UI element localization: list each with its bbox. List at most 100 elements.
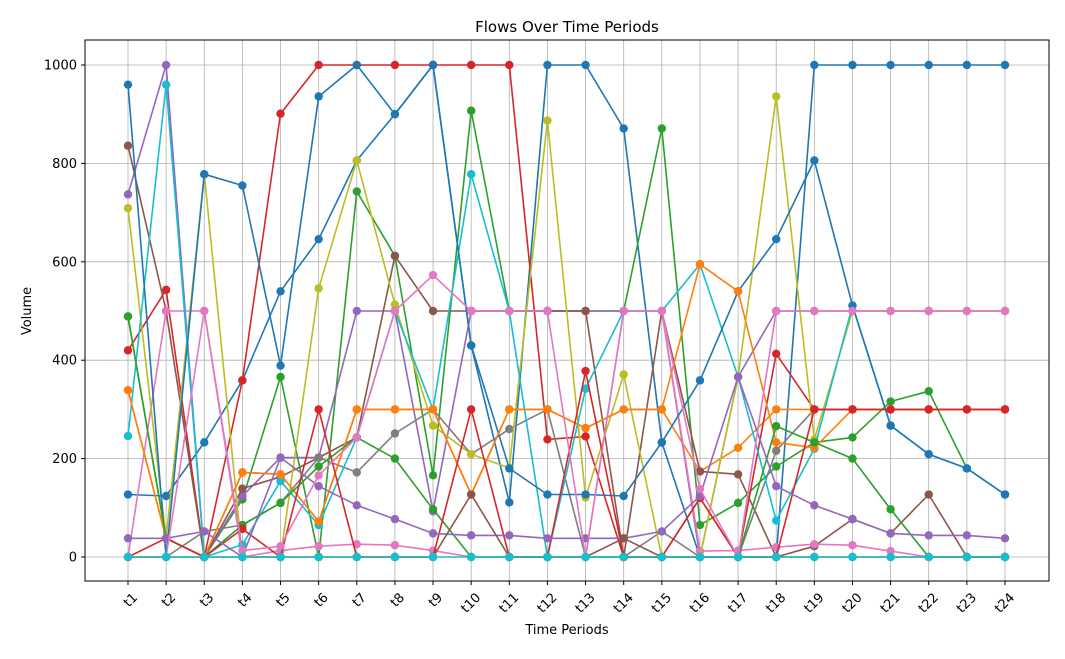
data-point [123, 312, 133, 321]
data-point [581, 366, 590, 376]
data-point [428, 60, 438, 70]
data-point [200, 306, 209, 316]
data-point [276, 470, 285, 479]
data-point [466, 405, 476, 414]
data-point [886, 306, 895, 316]
data-point [505, 424, 514, 434]
data-point [314, 462, 323, 471]
data-point [848, 514, 857, 524]
data-point [238, 376, 247, 385]
series-line [127, 145, 1005, 558]
data-point [695, 376, 705, 385]
data-point [962, 464, 972, 473]
plot-frame [84, 39, 1050, 582]
data-point [619, 124, 628, 133]
data-point [810, 405, 819, 414]
x-tick-label: t15 [649, 590, 675, 616]
data-point [848, 405, 857, 414]
data-point [466, 170, 476, 179]
data-point [276, 541, 285, 551]
data-point [1000, 534, 1010, 543]
y-tick-label: 800 [52, 157, 77, 172]
series-6 [123, 141, 1010, 562]
data-point [962, 60, 972, 70]
data-point [772, 421, 781, 431]
data-point [886, 60, 895, 70]
data-point [657, 552, 667, 562]
data-point [772, 462, 781, 471]
data-point [276, 372, 285, 382]
data-point [1000, 490, 1010, 499]
data-point [772, 349, 781, 359]
data-point [123, 386, 133, 395]
data-point [505, 498, 514, 507]
data-point [962, 405, 972, 414]
x-tick-label: t7 [350, 590, 370, 610]
data-point [352, 433, 361, 442]
data-point [390, 540, 400, 550]
data-point [200, 552, 209, 562]
data-point [428, 270, 438, 280]
x-tick-label: t17 [725, 590, 751, 616]
data-point [695, 520, 705, 530]
data-point [123, 346, 133, 355]
series-layer [123, 60, 1010, 562]
data-point [276, 109, 285, 118]
data-point [886, 421, 895, 430]
data-point [657, 405, 667, 414]
data-point [924, 60, 933, 70]
data-point [161, 491, 171, 501]
x-tick-label: t12 [535, 590, 561, 616]
data-point [848, 540, 857, 550]
data-point [238, 524, 247, 534]
data-point [848, 552, 857, 562]
data-point [352, 468, 361, 477]
data-point [123, 431, 133, 441]
data-point [772, 234, 781, 244]
data-point [238, 546, 247, 555]
data-point [238, 484, 247, 493]
data-point [276, 453, 285, 462]
data-point [543, 405, 552, 414]
data-point [848, 60, 857, 70]
data-point [390, 251, 400, 261]
data-point [390, 454, 400, 463]
data-point [428, 306, 438, 316]
data-point [1000, 306, 1010, 316]
data-point [543, 306, 552, 316]
y-tick-label: 200 [52, 452, 77, 467]
x-tick-label: t13 [573, 590, 599, 616]
data-point [848, 433, 857, 442]
x-axis-label: Time Periods [524, 623, 608, 638]
y-tick-label: 600 [52, 255, 77, 270]
x-tick-label: t6 [312, 590, 332, 610]
data-point [276, 477, 285, 486]
data-point [200, 438, 209, 447]
data-point [772, 446, 781, 455]
data-point [772, 92, 781, 101]
data-point [810, 552, 819, 562]
data-point [390, 300, 400, 309]
data-point [619, 405, 628, 414]
data-point [581, 384, 590, 393]
data-point [772, 552, 781, 562]
x-tick-label: t1 [121, 590, 141, 610]
data-point [657, 438, 667, 447]
data-point [161, 552, 171, 562]
series-line [128, 274, 1005, 558]
x-tick-label: t21 [878, 590, 904, 616]
series-line [127, 110, 1006, 558]
data-point [886, 405, 895, 414]
x-tick-label: t8 [388, 590, 408, 610]
data-point [314, 481, 323, 491]
data-point [695, 552, 705, 562]
data-point [390, 429, 400, 438]
data-point [352, 156, 361, 165]
x-tick-label: t2 [159, 590, 179, 610]
data-point [924, 449, 933, 459]
data-point [848, 306, 857, 316]
y-tick-label: 400 [52, 354, 77, 369]
data-point [200, 170, 209, 179]
data-point [466, 106, 476, 115]
